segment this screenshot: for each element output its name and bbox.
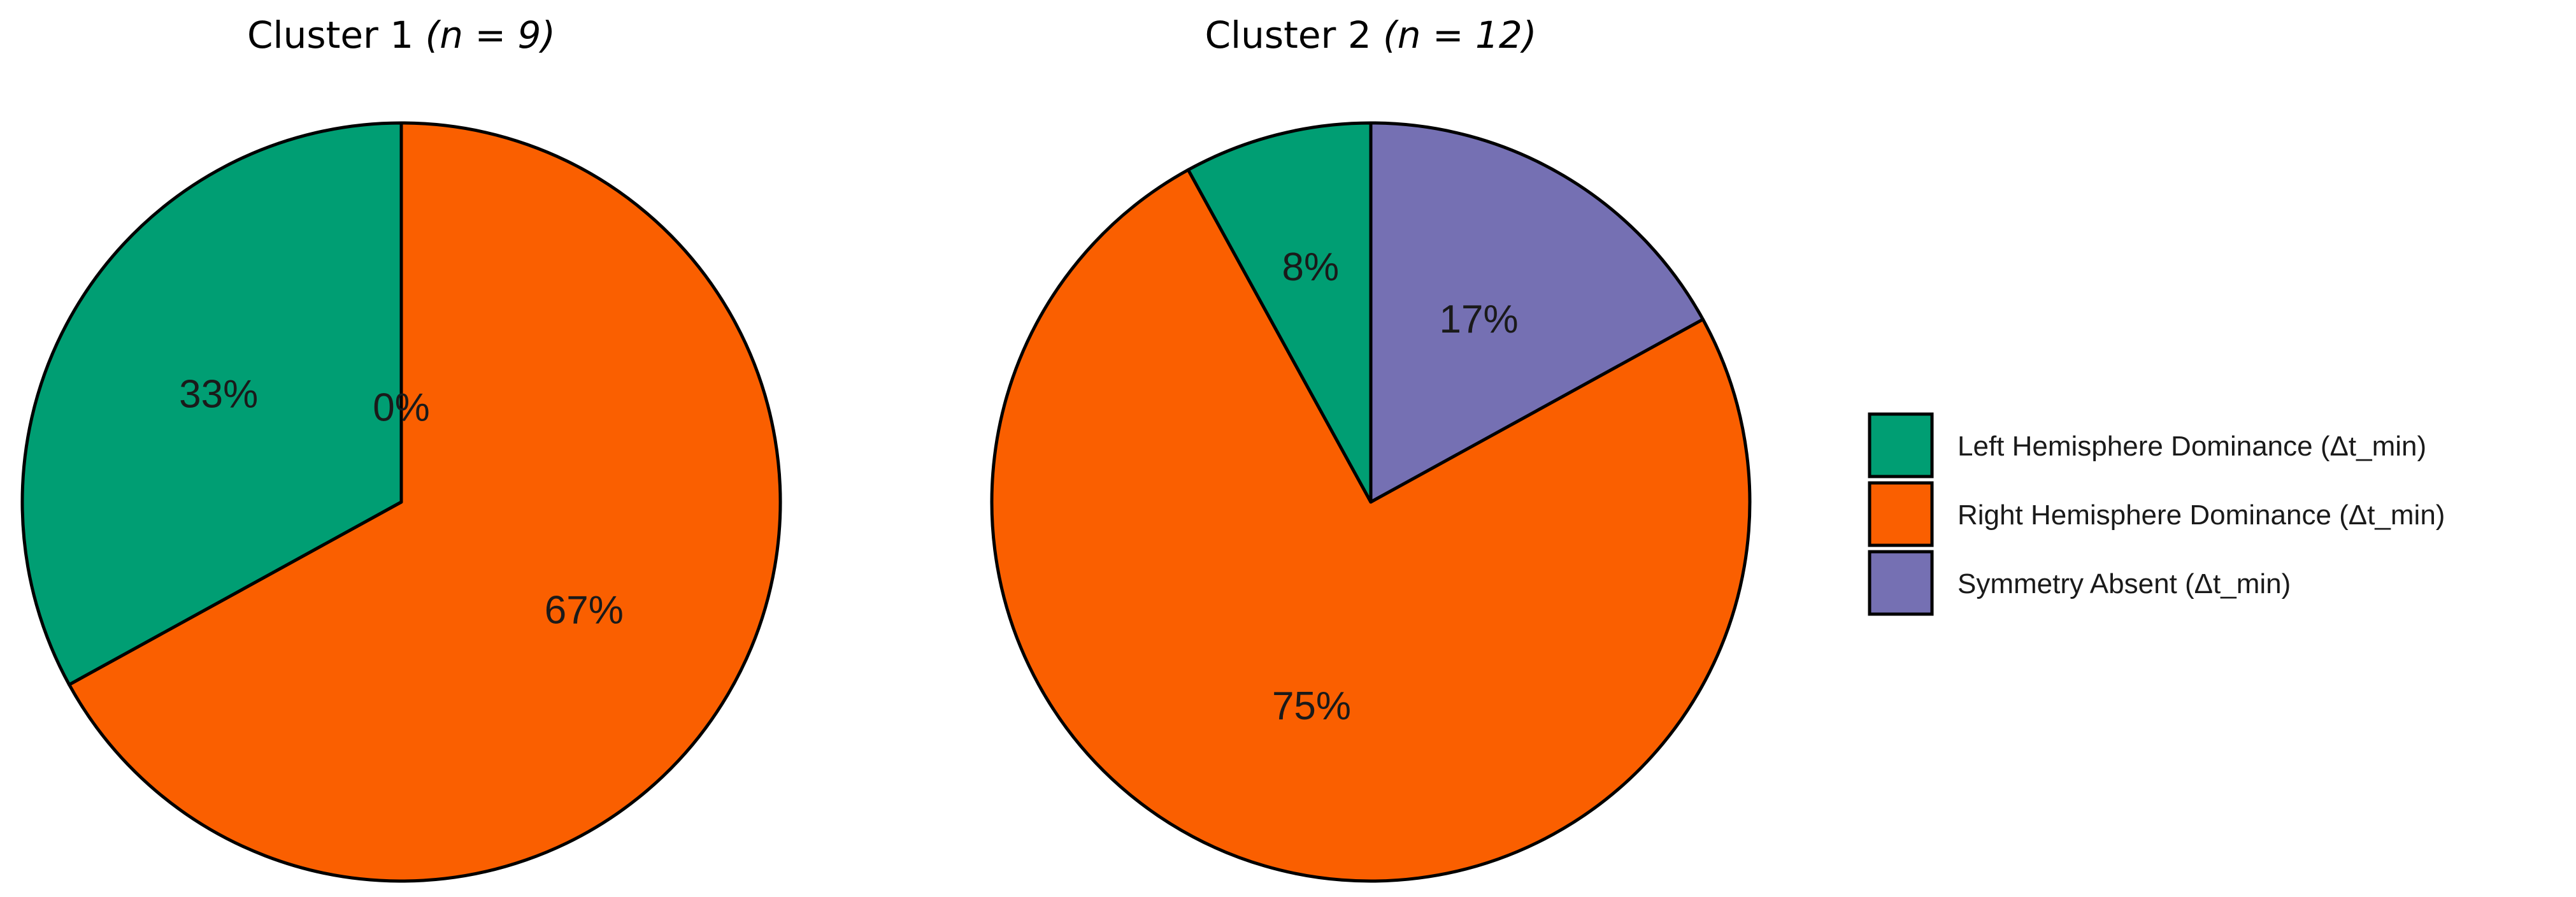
pie-label-right: 75% <box>1272 684 1351 728</box>
pie-slice-symmetry <box>1369 121 1705 504</box>
pie-label-right: 67% <box>545 589 624 633</box>
pie-label-symmetry: 17% <box>1440 298 1519 341</box>
chart-title-text: Cluster 2 <box>1205 13 1371 57</box>
pie-labels-cluster-1: 0% 67% 33% <box>179 372 624 632</box>
pie-labels-cluster-2: 17% 75% 8% <box>1272 245 1519 728</box>
pie-slice-left <box>20 121 403 687</box>
pie-slice-right <box>68 121 782 883</box>
legend-label-right: Right Hemisphere Dominance (Δt_min) <box>1957 499 2445 531</box>
chart-title-text: Cluster 1 <box>247 13 413 57</box>
pie-slices-cluster-1 <box>20 121 782 883</box>
pie-slice-left <box>1186 121 1373 504</box>
chart-title-n: (n = 12) <box>1383 13 1536 57</box>
pie-label-symmetry: 0% <box>373 385 430 429</box>
legend-label-left: Left Hemisphere Dominance (Δt_min) <box>1957 431 2426 462</box>
chart-title-cluster-2: Cluster 2 (n = 12) <box>1205 13 1537 57</box>
pie-chart-cluster-2: Cluster 2 (n = 12) 17% 75% 8% <box>990 13 1752 883</box>
pie-chart-cluster-1: Cluster 1 (n = 9) 0% 67% 33% <box>20 13 782 883</box>
chart-title-n: (n = 9) <box>426 13 555 57</box>
legend-swatch-left <box>1868 412 1934 478</box>
pie-slice-right <box>990 168 1752 883</box>
legend: Left Hemisphere Dominance (Δt_min) Right… <box>1868 412 2445 616</box>
legend-label-symmetry: Symmetry Absent (Δt_min) <box>1957 568 2291 599</box>
pie-slices-cluster-2 <box>990 121 1752 883</box>
pie-label-left: 8% <box>1282 245 1339 289</box>
legend-swatch-right <box>1868 481 1934 547</box>
chart-title-cluster-1: Cluster 1 (n = 9) <box>247 13 555 57</box>
legend-swatch-symmetry <box>1868 550 1934 616</box>
pie-label-left: 33% <box>179 372 258 416</box>
